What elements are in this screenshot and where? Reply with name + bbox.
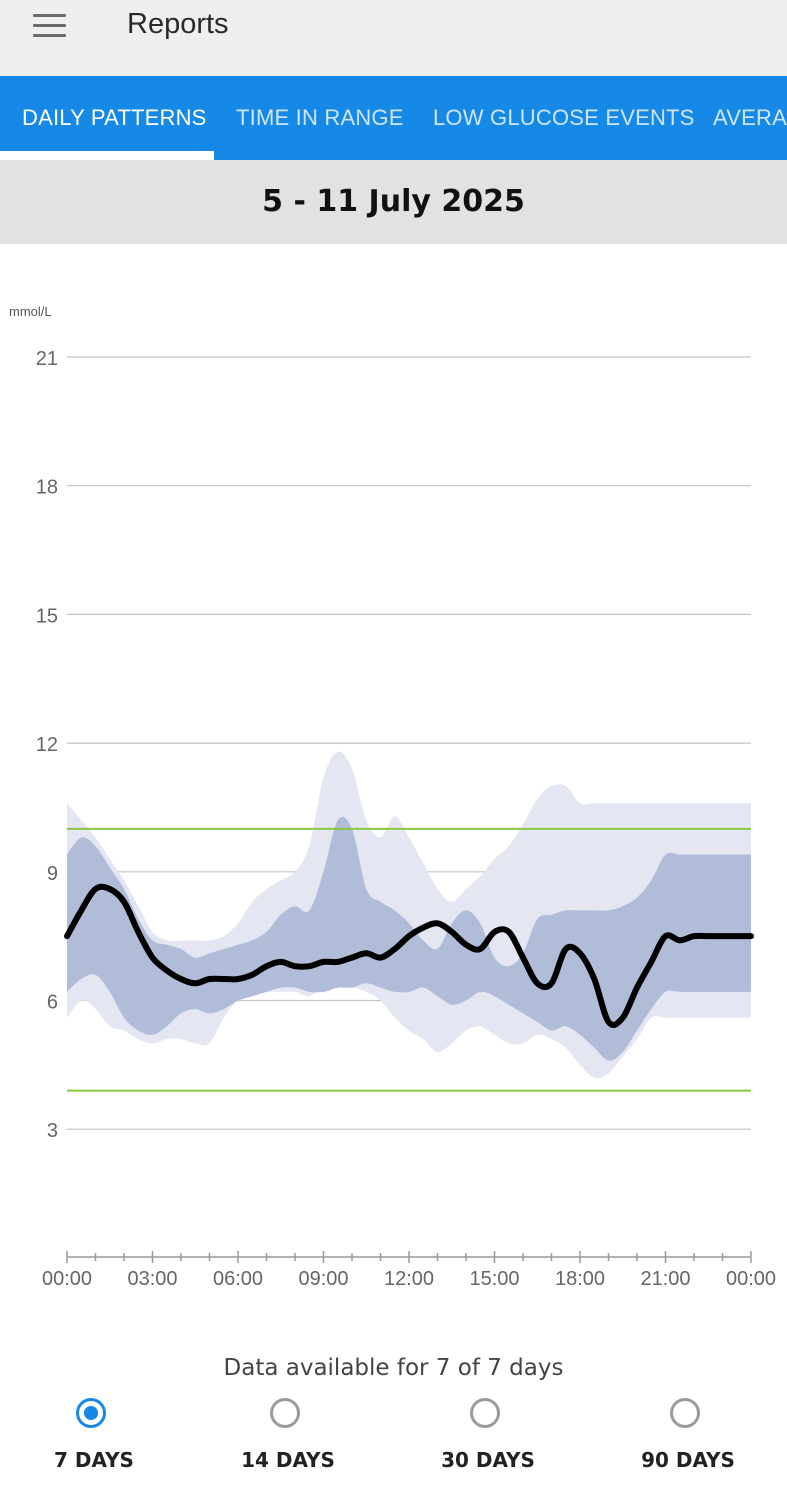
app-bar: Reports	[0, 0, 787, 76]
hamburger-menu-icon[interactable]	[30, 12, 70, 44]
daily-patterns-chart: 21 18 15 12 9 6 3 00:00 03:00 06:00 09:00 12:00 15:0…	[36, 348, 776, 1290]
radio-checked-icon[interactable]	[76, 1398, 106, 1428]
y-tick-label: 3	[47, 1120, 58, 1142]
range-option-30-days[interactable]: 30 DAYS	[418, 1398, 558, 1478]
data-availability-text: Data available for 7 of 7 days	[223, 1355, 564, 1381]
x-tick-label: 00:00	[42, 1268, 92, 1290]
range-option-label: 90 DAYS	[641, 1448, 735, 1472]
radio-unchecked-icon[interactable]	[670, 1398, 700, 1428]
y-tick-label: 12	[36, 734, 58, 756]
x-tick-label: 12:00	[384, 1268, 434, 1290]
median-glucose-line	[64, 883, 754, 1028]
y-tick-label: 9	[47, 863, 58, 885]
y-tick-label: 21	[36, 348, 58, 370]
y-tick-label: 15	[36, 605, 58, 627]
range-option-14-days[interactable]: 14 DAYS	[218, 1398, 358, 1478]
y-tick-label: 18	[36, 477, 58, 499]
tab-average-glucose[interactable]: AVERAGE GLUCOSE	[713, 105, 787, 130]
range-option-label: 14 DAYS	[241, 1448, 335, 1472]
report-tabs: DAILY PATTERNS TIME IN RANGE LOW GLUCOSE…	[0, 76, 787, 160]
y-tick-label: 6	[47, 992, 58, 1014]
range-option-7-days[interactable]: 7 DAYS	[24, 1398, 164, 1478]
x-tick-label: 21:00	[640, 1268, 690, 1290]
date-range-header: 5 - 11 July 2025	[0, 160, 787, 244]
x-tick-label: 18:00	[555, 1268, 605, 1290]
range-option-90-days[interactable]: 90 DAYS	[618, 1398, 758, 1478]
x-tick-label: 15:00	[469, 1268, 519, 1290]
tab-daily-patterns[interactable]: DAILY PATTERNS	[22, 105, 207, 130]
tab-time-in-range[interactable]: TIME IN RANGE	[236, 105, 404, 130]
radio-unchecked-icon[interactable]	[470, 1398, 500, 1428]
x-tick-label: 00:00	[726, 1268, 776, 1290]
x-tick-label: 03:00	[127, 1268, 177, 1290]
x-tick-label: 06:00	[213, 1268, 263, 1290]
range-option-label: 7 DAYS	[54, 1448, 134, 1472]
x-tick-label: 09:00	[298, 1268, 348, 1290]
page-title: Reports	[127, 8, 229, 40]
y-axis-unit-label: mmol/L	[9, 304, 52, 319]
active-tab-indicator	[0, 151, 214, 160]
range-option-label: 30 DAYS	[441, 1448, 535, 1472]
tab-low-glucose-events[interactable]: LOW GLUCOSE EVENTS	[433, 105, 695, 130]
radio-unchecked-icon[interactable]	[270, 1398, 300, 1428]
